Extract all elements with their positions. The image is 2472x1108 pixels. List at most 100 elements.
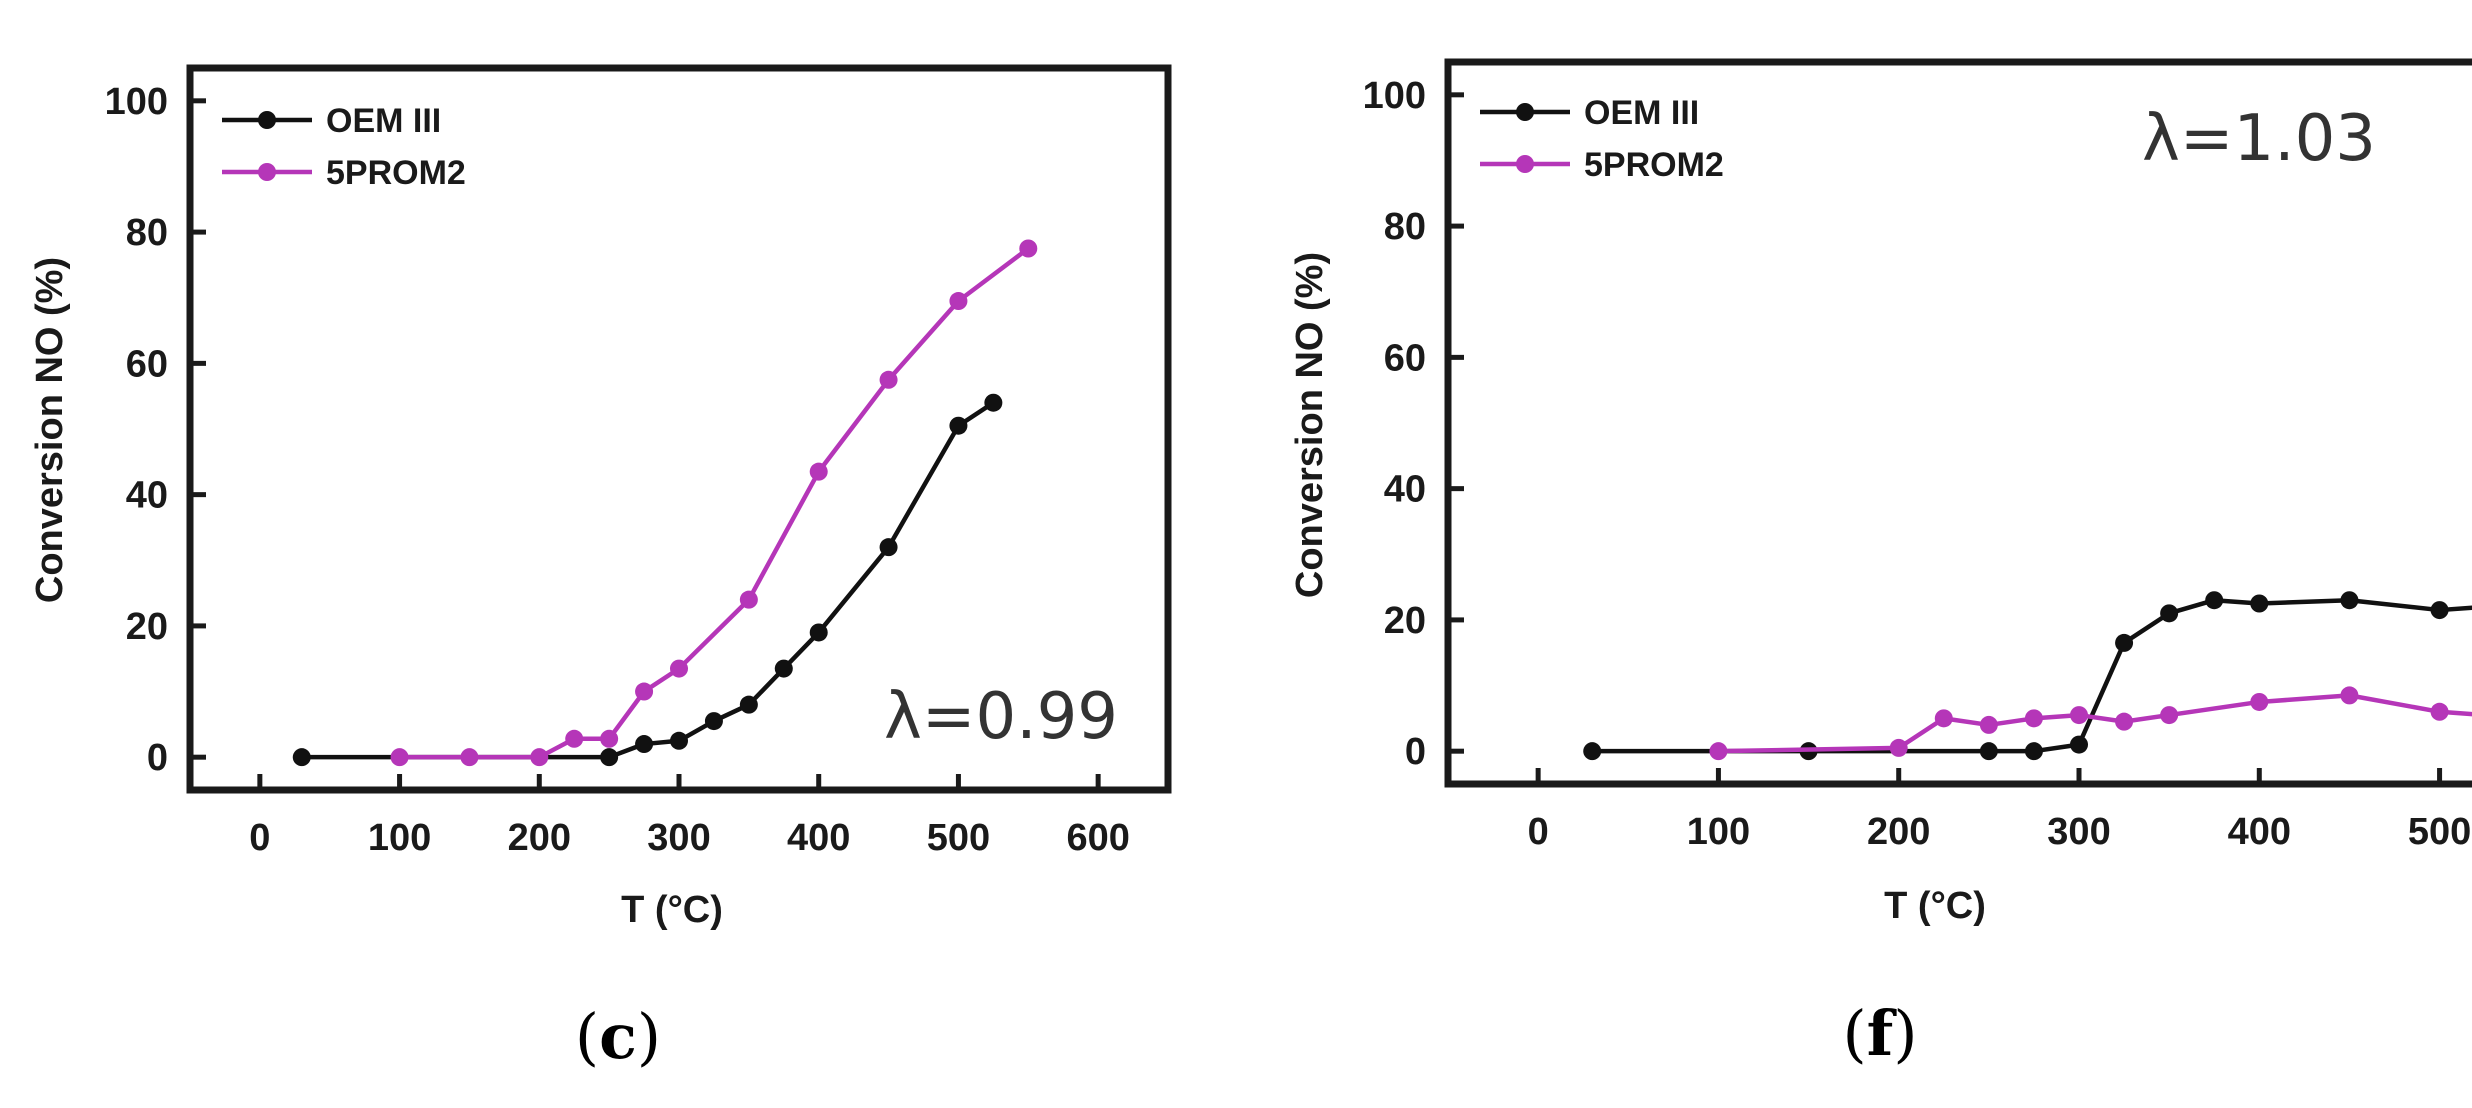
- data-point: [2024, 709, 2043, 728]
- panel-label-open-paren: (: [1842, 997, 1866, 1070]
- legend-marker: [258, 163, 276, 181]
- panel-label-letter: f: [1867, 997, 1897, 1070]
- data-point: [879, 538, 898, 557]
- y-axis-title: Conversion NO (%): [1289, 252, 1331, 598]
- data-point: [600, 729, 619, 748]
- x-axis-title: T (°C): [621, 889, 723, 931]
- legend: OEM III 5PROM2: [222, 102, 466, 192]
- data-point: [2160, 706, 2179, 725]
- legend-label: 5PROM2: [1584, 146, 1724, 184]
- legend-label: OEM III: [326, 102, 441, 140]
- series-oem-iii: [1583, 591, 2472, 761]
- data-point: [635, 682, 654, 701]
- data-point: [2340, 686, 2359, 705]
- x-tick-label: 0: [249, 817, 270, 859]
- data-point: [2115, 633, 2134, 652]
- data-point: [460, 748, 479, 767]
- legend-item: 5PROM2: [1480, 146, 1724, 184]
- y-axis-title: Conversion NO (%): [29, 257, 71, 603]
- legend-marker: [258, 111, 276, 129]
- data-point: [292, 748, 311, 767]
- data-point: [2250, 594, 2269, 613]
- series-line: [399, 246, 1030, 760]
- data-point: [2115, 712, 2134, 731]
- data-point: [2430, 702, 2449, 721]
- data-point: [530, 748, 549, 767]
- data-point: [2024, 742, 2043, 761]
- legend-item: OEM III: [1480, 94, 1699, 132]
- data-point: [704, 712, 723, 731]
- series-5prom2: [1709, 686, 2472, 761]
- data-point: [739, 590, 758, 609]
- data-point: [809, 462, 828, 481]
- panel-label-f: (f): [1842, 997, 1917, 1070]
- y-tick-label: 100: [1363, 75, 1426, 117]
- y-tick-label: 80: [1384, 206, 1426, 248]
- data-point: [2250, 692, 2269, 711]
- x-axis-title: T (°C): [1884, 885, 1986, 927]
- data-point: [1709, 742, 1728, 761]
- data-point: [1934, 709, 1953, 728]
- panel-label-close-paren: ): [1893, 997, 1917, 1070]
- y-tick-label: 100: [105, 81, 168, 123]
- data-point: [809, 623, 828, 642]
- data-point: [984, 393, 1003, 412]
- lambda-annotation: λ=1.03: [2142, 102, 2376, 176]
- x-tick-label: 300: [2047, 811, 2110, 853]
- y-tick-label: 40: [1384, 469, 1426, 511]
- x-tick-label: 200: [1867, 811, 1930, 853]
- y-tick-label: 0: [1405, 731, 1426, 773]
- lambda-annotation: λ=0.99: [884, 680, 1118, 754]
- y-tick-label: 20: [126, 606, 168, 648]
- y-tick-label: 0: [147, 737, 168, 779]
- legend-label: OEM III: [1584, 94, 1699, 132]
- data-point: [390, 748, 409, 767]
- data-point: [565, 729, 584, 748]
- data-point: [670, 659, 688, 678]
- data-point: [600, 748, 619, 767]
- legend-item: OEM III: [222, 102, 441, 140]
- legend-label: 5PROM2: [326, 154, 466, 192]
- data-point: [949, 292, 968, 311]
- x-tick-label: 600: [1066, 817, 1129, 859]
- panel-label-letter: c: [599, 1000, 637, 1073]
- data-point: [1889, 738, 1908, 757]
- series-5prom2: [390, 239, 1038, 767]
- data-point: [2070, 706, 2088, 725]
- data-point: [1583, 742, 1602, 761]
- legend-marker: [1516, 155, 1534, 173]
- data-point: [2160, 604, 2179, 623]
- data-point: [2430, 601, 2449, 620]
- data-point: [1019, 239, 1038, 258]
- y-tick-label: 60: [1384, 337, 1426, 379]
- data-point: [2340, 591, 2359, 610]
- data-point: [739, 695, 758, 714]
- data-point: [670, 731, 688, 750]
- panel-label-close-paren: ): [637, 1000, 661, 1073]
- legend-item: 5PROM2: [222, 154, 466, 192]
- series-oem-iii: [292, 393, 1003, 767]
- x-tick-label: 100: [1687, 811, 1750, 853]
- legend: OEM III 5PROM2: [1480, 94, 1724, 184]
- data-point: [879, 370, 898, 389]
- y-tick-label: 40: [126, 475, 168, 517]
- panel-label-open-paren: (: [575, 1000, 599, 1073]
- x-tick-label: 300: [647, 817, 710, 859]
- x-tick-label: 500: [927, 817, 990, 859]
- y-tick-label: 80: [126, 212, 168, 254]
- data-point: [1979, 742, 1998, 761]
- chart-panel-c: 0 100 200 300 400 500 600 0 20 40 60 80 100 OEM III 5…: [29, 64, 1172, 1073]
- panel-label-c: (c): [575, 1000, 661, 1073]
- data-point: [949, 416, 968, 435]
- data-point: [774, 659, 793, 678]
- y-tick-label: 60: [126, 343, 168, 385]
- data-point: [1979, 715, 1998, 734]
- legend-marker: [1516, 103, 1534, 121]
- series-line: [1592, 597, 2472, 754]
- data-point: [635, 735, 654, 754]
- data-point: [2205, 591, 2224, 610]
- x-tick-label: 500: [2408, 811, 2471, 853]
- data-point: [2070, 735, 2088, 754]
